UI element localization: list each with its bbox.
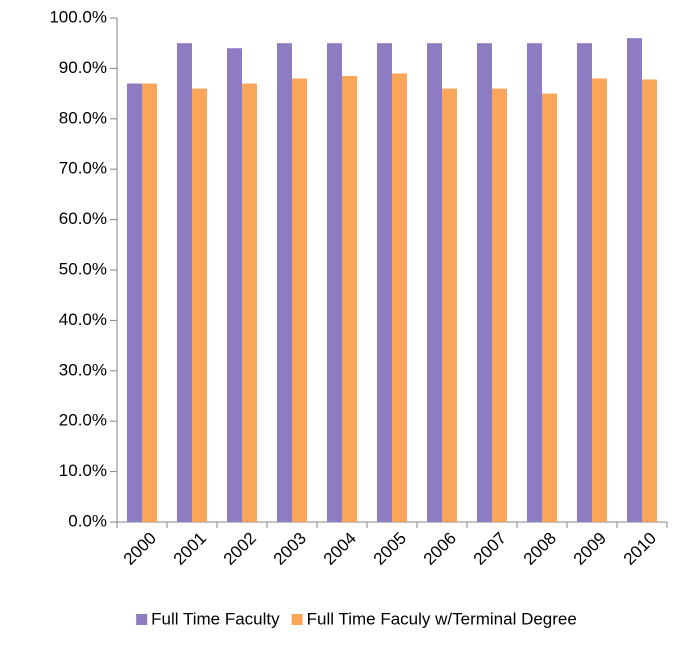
- y-tick-label: 90.0%: [59, 58, 107, 77]
- bar: [177, 43, 192, 522]
- y-tick-label: 20.0%: [59, 411, 107, 430]
- bar: [127, 83, 142, 523]
- bar: [392, 73, 407, 522]
- bar: [277, 43, 292, 522]
- legend-label: Full Time Faculy w/Terminal Degree: [307, 609, 577, 628]
- bar: [427, 43, 442, 522]
- bar: [542, 93, 557, 522]
- x-tick-label: 2004: [320, 529, 360, 569]
- bar: [192, 88, 207, 522]
- bar: [342, 75, 357, 523]
- bar: [242, 83, 257, 523]
- bar: [642, 79, 657, 522]
- legend-label: Full Time Faculty: [151, 609, 280, 628]
- y-tick-label: 40.0%: [59, 310, 107, 329]
- y-tick-label: 60.0%: [59, 209, 107, 228]
- legend-swatch: [136, 614, 148, 625]
- x-tick-label: 2003: [270, 529, 310, 569]
- x-tick-label: 2000: [120, 529, 160, 569]
- y-tick-label: 100.0%: [49, 7, 107, 26]
- bar: [577, 43, 592, 522]
- y-tick-label: 30.0%: [59, 360, 107, 379]
- legend: Full Time Faculty Full Time Faculy w/Term…: [136, 609, 577, 628]
- x-tick-label: 2008: [520, 529, 560, 569]
- x-tick-label: 2009: [570, 529, 610, 569]
- x-tick-label: 2005: [370, 529, 410, 569]
- bar: [477, 43, 492, 522]
- y-tick-label: 50.0%: [59, 259, 107, 278]
- bar: [377, 43, 392, 522]
- y-tick-label: 10.0%: [59, 461, 107, 480]
- x-tick-label: 2010: [620, 529, 660, 569]
- bar: [442, 88, 457, 522]
- bar: [627, 38, 642, 522]
- bar: [292, 78, 307, 522]
- bar: [142, 83, 157, 523]
- bar: [227, 48, 242, 523]
- bar: [527, 43, 542, 522]
- y-tick-label: 70.0%: [59, 159, 107, 178]
- y-tick-label: 0.0%: [68, 511, 107, 530]
- x-tick-label: 2006: [420, 529, 460, 569]
- legend-swatch: [291, 614, 303, 625]
- x-tick-label: 2001: [170, 529, 210, 569]
- x-tick-label: 2007: [470, 529, 510, 569]
- bar: [592, 78, 607, 522]
- y-tick-label: 80.0%: [59, 108, 107, 127]
- x-tick-label: 2002: [220, 529, 260, 569]
- bar: [327, 43, 342, 522]
- bar: [492, 88, 507, 522]
